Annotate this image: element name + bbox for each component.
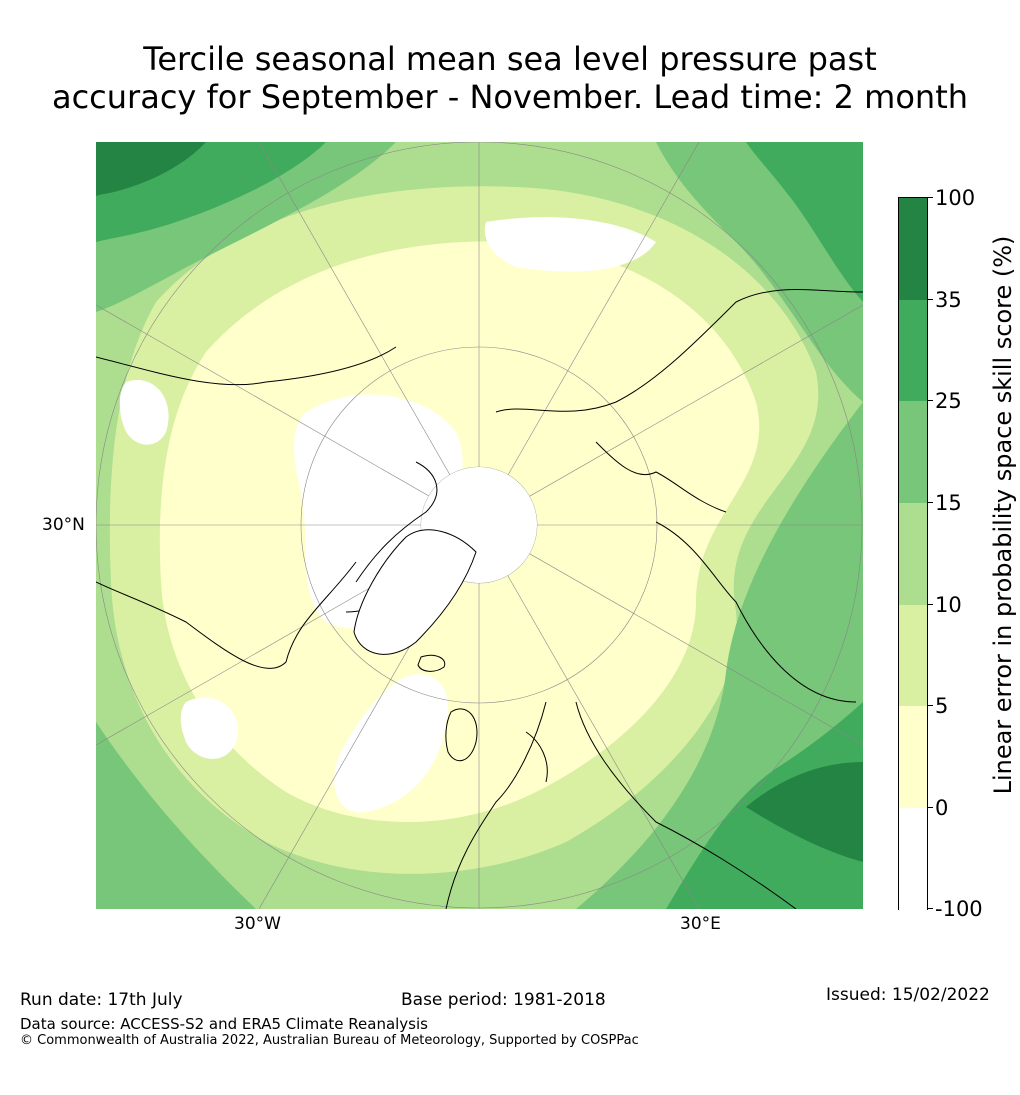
greenland: [353, 529, 477, 655]
colorbar-tick-label: 0: [935, 796, 949, 820]
great-britain: [445, 708, 478, 762]
lon-label-30e: 30°E: [680, 914, 721, 934]
skill-region-negative-1: [484, 217, 656, 272]
run-date: Run date: 17th July: [20, 990, 183, 1010]
base-period: Base period: 1981-2018: [401, 990, 606, 1010]
colorbar-bin-neg100-0: [898, 808, 928, 910]
title-line-2: accuracy for September - November. Lead …: [51, 78, 969, 116]
skill-region-max-right: [746, 762, 863, 862]
colorbar-tick-label: -100: [935, 897, 983, 921]
colorbar-tick-label: 35: [935, 288, 962, 312]
title-line-1: Tercile seasonal mean sea level pressure…: [143, 40, 877, 78]
copyright: © Commonwealth of Australia 2022, Austra…: [20, 1033, 639, 1048]
colorbar-tick-mark: [928, 502, 933, 503]
colorbar-label: Linear error in probability space skill …: [989, 235, 1017, 795]
colorbar-bin-0-5: [898, 706, 928, 808]
skill-region-negative-3: [334, 674, 448, 813]
colorbar-tick-label: 15: [935, 491, 962, 515]
colorbar-tick-mark: [928, 807, 933, 808]
skill-region-negative-5: [180, 697, 238, 759]
colorbar-tick-mark: [928, 197, 933, 198]
colorbar-tick-label: 100: [935, 186, 976, 210]
polar-skill-map: [96, 142, 863, 909]
colorbar-tick-label: 10: [935, 593, 962, 617]
issued-date: Issued: 15/02/2022: [826, 985, 990, 1005]
colorbar: [898, 197, 928, 910]
colorbar-bin-5-10: [898, 605, 928, 706]
colorbar-bin-35-100: [898, 198, 928, 300]
colorbar-tick-mark: [928, 299, 933, 300]
skill-region-negative-4: [119, 380, 169, 445]
skill-region-very-high-topright: [746, 142, 863, 302]
skill-region-high-left: [96, 722, 256, 909]
data-source: Data source: ACCESS-S2 and ERA5 Climate …: [20, 1015, 428, 1033]
skill-region-max-topleft: [96, 142, 206, 196]
iceland: [417, 654, 446, 672]
colorbar-tick-mark: [928, 705, 933, 706]
colorbar-tick-mark: [928, 400, 933, 401]
map-svg: [96, 142, 863, 909]
colorbar-bin-15-25: [898, 401, 928, 503]
colorbar-bin-25-35: [898, 300, 928, 401]
colorbar-tick-mark: [928, 908, 933, 909]
colorbar-tick-mark: [928, 604, 933, 605]
colorbar-bin-10-15: [898, 503, 928, 605]
lat-label-30n: 30°N: [42, 515, 85, 535]
colorbar-tick-label: 25: [935, 389, 962, 413]
colorbar-tick-label: 5: [935, 694, 949, 718]
lon-label-30w: 30°W: [234, 914, 281, 934]
